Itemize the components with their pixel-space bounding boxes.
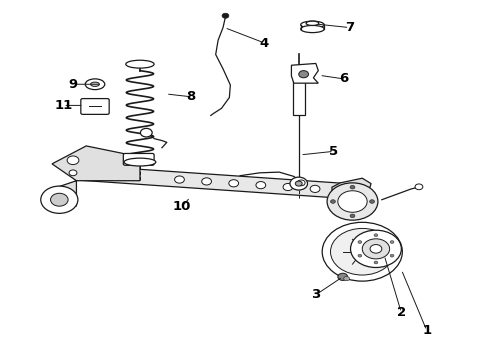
Circle shape — [229, 180, 239, 187]
Circle shape — [299, 71, 309, 78]
Circle shape — [343, 276, 349, 281]
Text: 6: 6 — [339, 72, 348, 85]
Ellipse shape — [124, 158, 156, 166]
Text: 8: 8 — [187, 90, 196, 103]
Circle shape — [202, 178, 212, 185]
Text: 3: 3 — [311, 288, 320, 301]
Circle shape — [331, 228, 394, 275]
Circle shape — [390, 240, 394, 243]
Circle shape — [50, 193, 68, 206]
Text: 5: 5 — [329, 145, 339, 158]
Text: 1: 1 — [422, 324, 431, 337]
Circle shape — [327, 183, 378, 220]
Ellipse shape — [85, 79, 105, 90]
Ellipse shape — [306, 21, 319, 26]
Ellipse shape — [301, 26, 324, 33]
Circle shape — [350, 230, 401, 267]
Circle shape — [67, 156, 79, 165]
Circle shape — [338, 191, 367, 212]
FancyBboxPatch shape — [81, 99, 109, 114]
Circle shape — [283, 184, 293, 190]
Text: 10: 10 — [172, 201, 191, 213]
Polygon shape — [292, 63, 319, 83]
Ellipse shape — [126, 60, 154, 68]
Circle shape — [338, 273, 347, 280]
Circle shape — [415, 184, 423, 190]
Circle shape — [310, 185, 320, 193]
Circle shape — [141, 129, 152, 137]
Circle shape — [374, 261, 378, 264]
Circle shape — [174, 176, 184, 183]
Text: 2: 2 — [397, 306, 406, 319]
Circle shape — [297, 180, 305, 186]
Circle shape — [370, 244, 382, 253]
Polygon shape — [44, 146, 140, 211]
Text: 9: 9 — [69, 78, 77, 91]
Circle shape — [358, 254, 362, 257]
Circle shape — [390, 254, 394, 257]
Text: 11: 11 — [54, 99, 73, 112]
Circle shape — [222, 13, 229, 18]
Circle shape — [374, 234, 378, 237]
Ellipse shape — [301, 21, 324, 28]
Circle shape — [369, 200, 374, 203]
Text: 4: 4 — [260, 36, 269, 50]
Circle shape — [350, 214, 355, 218]
Circle shape — [41, 186, 78, 213]
Text: 7: 7 — [345, 21, 354, 34]
Circle shape — [350, 185, 355, 189]
Circle shape — [322, 222, 402, 281]
Circle shape — [69, 170, 77, 176]
Circle shape — [256, 181, 266, 189]
Circle shape — [290, 177, 308, 190]
Circle shape — [362, 239, 390, 259]
Ellipse shape — [91, 82, 99, 86]
FancyBboxPatch shape — [123, 153, 154, 165]
Polygon shape — [332, 178, 371, 203]
Circle shape — [355, 246, 369, 257]
Polygon shape — [76, 165, 347, 199]
Circle shape — [331, 200, 335, 203]
Circle shape — [295, 181, 302, 186]
FancyBboxPatch shape — [293, 72, 305, 116]
Circle shape — [358, 240, 362, 243]
